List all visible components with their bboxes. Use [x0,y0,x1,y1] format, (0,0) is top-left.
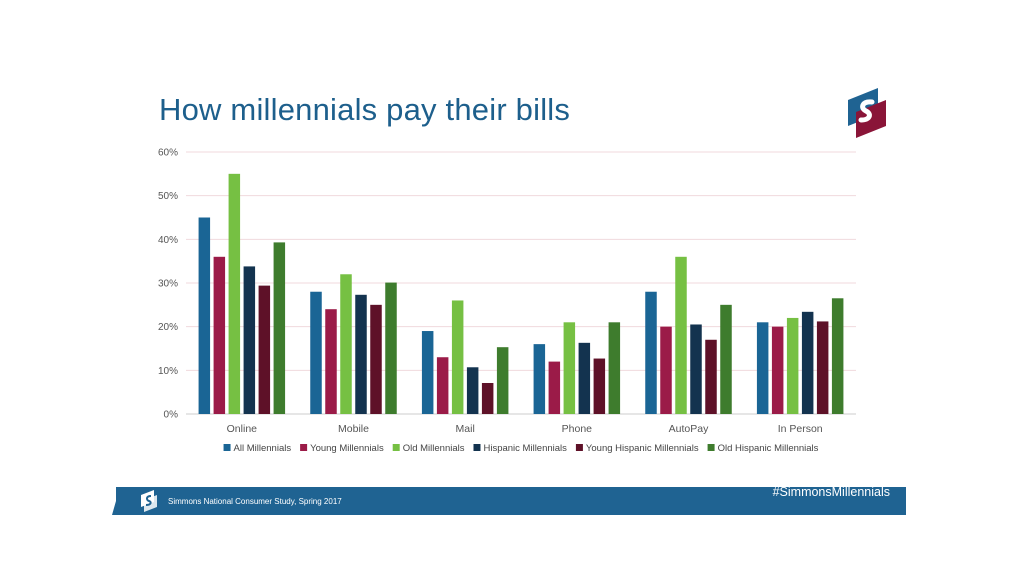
legend-swatch [300,444,308,451]
bar [198,217,211,414]
bar-chart: 0% 10% 20% 30% 40% 50% 60% Online Mobile Mail Phon… [158,148,856,454]
bar [325,309,337,414]
bar [370,304,382,414]
bar [213,256,226,414]
bar [481,382,494,414]
footer-source: Simmons National Consumer Study, Spring … [168,497,342,506]
y-tick-label: 10% [158,366,178,377]
bar [243,266,256,414]
bar [466,367,479,414]
legend-swatch [223,444,231,451]
bar [771,326,784,414]
y-tick-label: 20% [158,322,178,333]
bar [756,322,769,414]
bar [690,324,702,414]
bar [548,361,561,414]
bar [660,326,672,414]
bar [593,358,606,414]
bar [273,242,286,414]
legend-label: Old Millennials [403,443,465,454]
bar [831,298,844,414]
bar [578,342,591,414]
bar [608,322,621,414]
legend-label: All Millennials [234,443,292,454]
x-tick-label: Mail [456,423,475,435]
legend-label: Young Millennials [310,443,384,454]
bar [355,294,367,414]
footer-bar [116,487,906,515]
slide-title: How millennials pay their bills [159,92,571,127]
x-tick-label: Mobile [338,423,369,435]
legend-label: Old Hispanic Millennials [718,443,819,454]
x-tick-label: In Person [778,423,823,435]
y-tick-label: 50% [158,191,178,202]
bar [451,300,464,414]
bar [675,256,687,414]
y-tick-label: 30% [158,279,178,290]
x-tick-label: Phone [562,423,593,435]
legend-label: Hispanic Millennials [483,443,567,454]
legend-label: Young Hispanic Millennials [586,443,699,454]
footer-hashtag: #SimmonsMillennials [772,485,890,499]
x-tick-label: Online [227,423,258,435]
y-tick-label: 60% [158,148,178,159]
bar [496,347,509,414]
bar [228,173,241,414]
bar [801,311,814,414]
bar [385,282,397,414]
bar [258,285,271,414]
bar [705,339,717,414]
bar [720,304,732,414]
simmons-s-logo-icon [848,88,886,138]
bar [310,291,322,414]
legend-swatch [575,444,583,451]
y-tick-label: 40% [158,235,178,246]
legend-swatch [707,444,715,451]
y-tick-label: 0% [164,410,179,421]
bar [436,357,449,414]
bar [786,317,799,414]
bar [340,274,352,414]
bar [421,331,434,414]
legend-swatch [392,444,400,451]
bar [533,344,546,414]
footer-logo-icon [141,490,157,512]
legend-swatch [473,444,481,451]
x-tick-label: AutoPay [669,423,709,435]
bar [563,322,576,414]
bar [816,321,829,414]
bar [645,291,657,414]
